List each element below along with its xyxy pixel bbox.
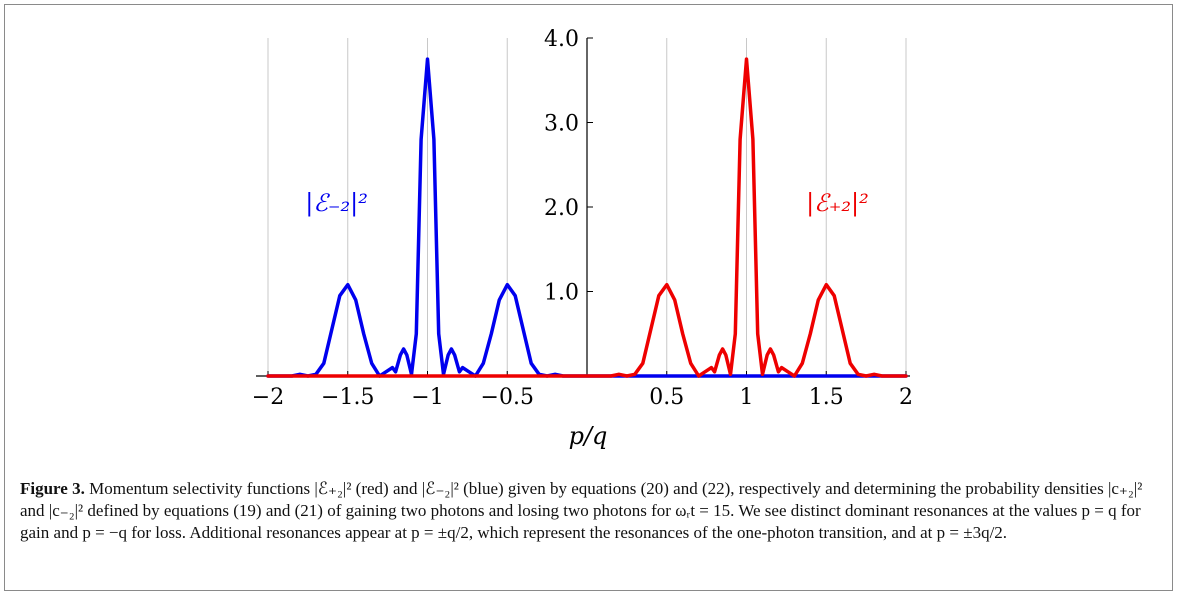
x-tick-label: −0.5 [481, 385, 534, 410]
caption-label: Figure 3. [20, 479, 85, 498]
x-tick-label: −1.5 [321, 385, 374, 410]
y-tick-label: 4.0 [544, 27, 579, 52]
x-tick-label: 0.5 [649, 385, 684, 410]
x-tick-label: −2 [252, 385, 284, 410]
series [266, 57, 908, 378]
series-label-blue: |ℰ₋₂|² [305, 189, 368, 218]
grid [267, 38, 907, 376]
x-axis-title: p/q [569, 422, 608, 450]
y-tick-label: 3.0 [544, 112, 579, 137]
y-tick-label: 1.0 [544, 281, 579, 306]
x-ticks: −2 −1.5 −1 −0.5 0.5 1 1.5 2 [252, 371, 913, 410]
series-label-red: |ℰ₊₂|² [806, 189, 869, 218]
figure-caption: Figure 3. Momentum selectivity functions… [20, 478, 1155, 544]
chart: −2 −1.5 −1 −0.5 0.5 1 1.5 2 1.0 2.0 3.0 4.0 p/q |ℰ… [252, 27, 913, 450]
x-tick-label: −1 [411, 385, 443, 410]
y-ticks: 1.0 2.0 3.0 4.0 [544, 27, 593, 306]
x-tick-label: 1 [740, 385, 754, 410]
y-tick-label: 2.0 [544, 196, 579, 221]
figure-frame [4, 4, 1173, 591]
x-tick-label: 2 [899, 385, 913, 410]
caption-text: Momentum selectivity functions |ℰ₊₂|² (r… [20, 479, 1143, 542]
series-line-1 [266, 57, 908, 378]
x-tick-label: 1.5 [809, 385, 844, 410]
series-line-0 [266, 57, 908, 378]
